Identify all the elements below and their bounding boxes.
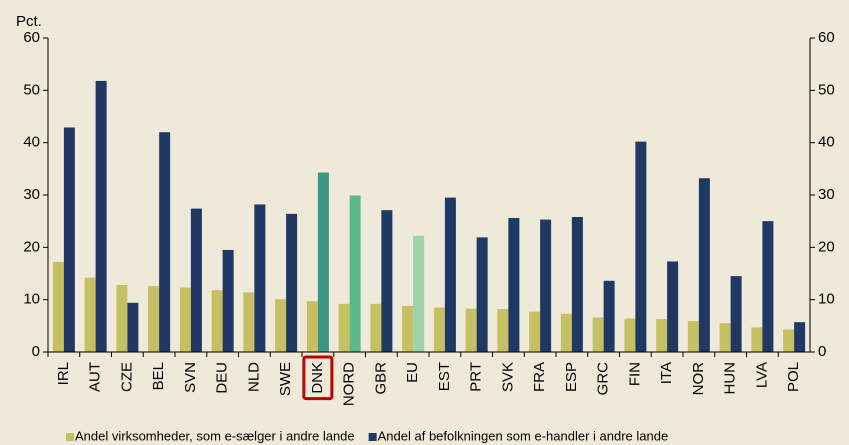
x-tick-label: CZE — [118, 362, 135, 392]
x-tick-label: ESP — [563, 362, 580, 392]
bar — [603, 280, 615, 352]
y-axis-unit: Pct. — [16, 13, 42, 30]
x-tick-label: DEU — [214, 362, 231, 394]
x-tick-label: HUN — [722, 362, 739, 395]
x-tick-label: PRT — [468, 362, 485, 392]
bar — [687, 321, 699, 352]
bar — [592, 317, 604, 352]
x-tick-label: BEL — [150, 362, 167, 390]
x-tick-label: SWE — [277, 362, 294, 396]
bar — [381, 210, 393, 352]
bar — [84, 277, 96, 352]
legend-label: Andel virksomheder, som e-sælger i andre… — [75, 428, 355, 443]
bar — [698, 178, 710, 352]
x-tick-label: LVA — [753, 362, 770, 388]
y-tick-label: 20 — [23, 238, 40, 255]
y-tick-label: 60 — [23, 29, 40, 46]
y2-tick-label: 20 — [818, 238, 835, 255]
bar — [783, 329, 795, 352]
y-tick-label: 10 — [23, 291, 40, 308]
bar — [306, 301, 318, 352]
bar — [667, 261, 679, 352]
y2-tick-label: 30 — [818, 186, 835, 203]
bar — [222, 249, 234, 352]
y-tick-label: 50 — [23, 81, 40, 98]
x-tick-label: NORD — [341, 362, 358, 406]
bar — [560, 313, 572, 352]
bar — [433, 307, 445, 352]
x-tick-label: AUT — [87, 362, 104, 392]
x-tick-label: FIN — [626, 362, 643, 386]
x-tick-label: DNK — [309, 362, 326, 394]
x-tick-label: GBR — [372, 362, 389, 395]
legend-swatch — [66, 433, 74, 441]
legend-label: Andel af befolkningen som e-handler i an… — [378, 428, 669, 443]
bar — [254, 204, 266, 352]
bar — [116, 285, 128, 352]
bar — [571, 216, 583, 352]
bar — [529, 311, 541, 352]
x-tick-label: IRL — [55, 362, 72, 385]
bar — [127, 302, 139, 352]
x-tick-label: SVN — [182, 362, 199, 393]
bar — [275, 299, 287, 352]
x-tick-label: EU — [404, 362, 421, 383]
x-tick-label: NOR — [690, 362, 707, 396]
y2-tick-label: 40 — [818, 134, 835, 151]
bar — [497, 309, 509, 352]
bar — [624, 318, 636, 352]
y2-tick-label: 50 — [818, 81, 835, 98]
y-tick-label: 40 — [23, 134, 40, 151]
bar — [159, 132, 171, 352]
bar — [540, 219, 552, 352]
bar — [179, 287, 191, 352]
bar — [148, 286, 160, 352]
y2-tick-label: 60 — [818, 29, 835, 46]
y-tick-label: 30 — [23, 186, 40, 203]
bar — [190, 208, 202, 352]
x-tick-label: NLD — [245, 362, 262, 392]
bar — [656, 319, 668, 352]
bar — [508, 218, 520, 352]
bar — [413, 235, 425, 352]
bar — [95, 80, 107, 352]
bar — [719, 323, 731, 352]
y2-tick-label: 10 — [818, 291, 835, 308]
x-tick-label: FRA — [531, 362, 548, 392]
bar — [751, 327, 763, 352]
bar — [730, 276, 742, 352]
bar — [243, 292, 255, 352]
x-tick-label: SVK — [499, 362, 516, 392]
bar — [370, 303, 382, 352]
bar — [762, 221, 774, 352]
bar — [349, 195, 361, 352]
y2-tick-label: 0 — [818, 343, 826, 360]
bar — [465, 308, 477, 352]
y-tick-label: 0 — [32, 343, 40, 360]
bar — [444, 197, 456, 352]
x-tick-label: POL — [785, 362, 802, 392]
bar — [52, 261, 64, 352]
bar — [286, 213, 298, 352]
bar — [211, 290, 223, 352]
highlight-box — [302, 355, 334, 401]
bar — [794, 322, 806, 352]
bar — [63, 127, 75, 353]
x-tick-label: ITA — [658, 362, 675, 384]
x-tick-label: GRC — [595, 362, 612, 396]
legend-swatch — [368, 433, 377, 441]
x-tick-label: EST — [436, 362, 453, 391]
bar — [317, 172, 329, 352]
bar — [402, 305, 414, 352]
bar — [476, 237, 488, 352]
bar — [338, 303, 350, 352]
bar — [635, 141, 647, 352]
